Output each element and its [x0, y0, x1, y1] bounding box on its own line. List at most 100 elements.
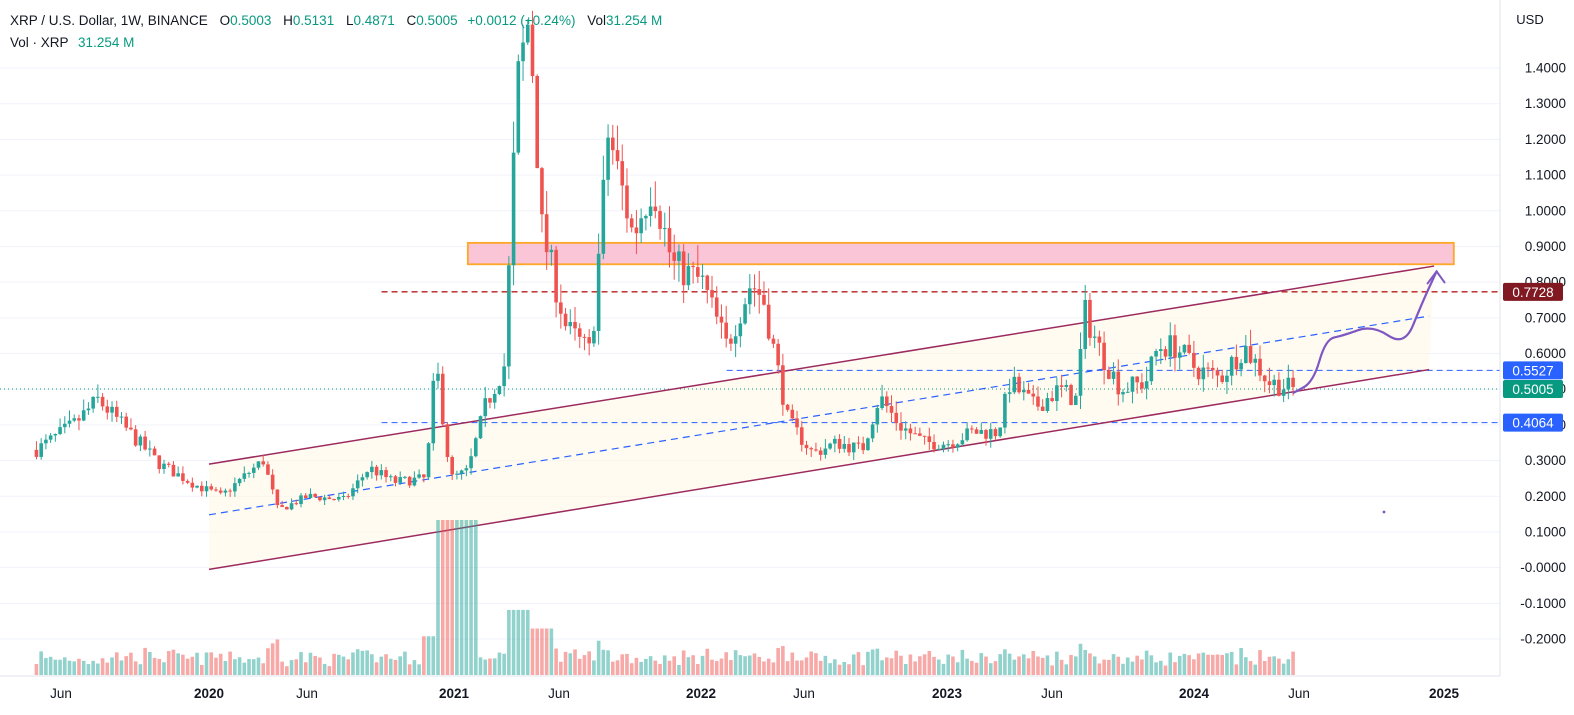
candle-body: [766, 304, 771, 339]
volume-bar: [313, 655, 317, 675]
volume-bar: [1059, 659, 1064, 675]
volume-bar: [114, 652, 119, 675]
volume-bar: [818, 660, 823, 675]
volume-bar: [889, 658, 894, 675]
candle-body: [114, 406, 119, 417]
candle-body: [809, 448, 814, 450]
candle-body: [799, 427, 804, 445]
volume-bar: [1116, 656, 1121, 675]
candle-body: [204, 486, 209, 492]
candle-body: [1036, 396, 1040, 407]
candle-body: [1244, 346, 1248, 364]
price-tick-label: 1.3000: [1525, 96, 1566, 111]
candle-body: [407, 476, 412, 486]
volume-bar: [77, 658, 81, 675]
candle-body: [473, 438, 478, 457]
candle-body: [507, 265, 511, 367]
volume-bar: [422, 636, 426, 675]
volume-bar: [781, 646, 785, 675]
candle-body: [322, 497, 327, 501]
candle-body: [62, 423, 67, 428]
candle-body: [842, 444, 847, 449]
volume-bar: [582, 655, 587, 675]
volume-bar: [1196, 653, 1201, 675]
candle-body: [1003, 393, 1007, 428]
candle-body: [275, 489, 280, 506]
volume-bar: [1177, 655, 1182, 675]
volume-bar: [1083, 649, 1088, 675]
volume-bar: [166, 651, 171, 675]
volume-bar: [979, 653, 984, 675]
candle-body: [899, 423, 903, 431]
volume-bar: [804, 657, 809, 675]
candle-body: [554, 249, 558, 303]
candle-body: [993, 429, 998, 437]
candle-body: [228, 490, 232, 492]
candle-body: [199, 485, 204, 492]
candle-body: [436, 373, 440, 381]
candle-body: [1055, 385, 1059, 401]
candle-body: [355, 480, 360, 489]
volume-bar: [918, 656, 922, 675]
candle-body: [53, 433, 58, 436]
time-tick-label: Jun: [548, 686, 570, 701]
volume-bar: [856, 652, 861, 675]
volume-bar: [587, 651, 591, 675]
volume-bar: [667, 660, 672, 675]
time-tick-label: 2022: [686, 686, 716, 701]
candle-body: [974, 429, 979, 434]
volume-bar: [1007, 653, 1012, 675]
volume-bar: [710, 659, 714, 675]
volume-bar: [530, 628, 535, 675]
volume-bar: [842, 662, 847, 675]
volume-bar: [662, 655, 667, 675]
supply-zone: [466, 241, 1455, 266]
candle-body: [634, 227, 639, 234]
volume-bar: [81, 660, 86, 675]
candle-body: [922, 435, 927, 437]
candle-body: [970, 428, 974, 430]
volume-bar: [880, 660, 884, 675]
candle-body: [48, 435, 53, 440]
legend-symbol[interactable]: XRP / U.S. Dollar, 1W, BINANCE: [10, 13, 208, 28]
volume-bar: [932, 656, 936, 675]
candle-body: [686, 266, 691, 286]
price-axis-unit: USD: [1516, 12, 1543, 27]
candle-body: [39, 443, 43, 457]
candle-body: [629, 218, 634, 228]
candle-body: [1107, 370, 1111, 379]
volume-bar: [1012, 659, 1017, 675]
candle-body: [422, 474, 426, 478]
legend-volume-series[interactable]: Vol · XRP: [10, 35, 69, 50]
candle-body: [223, 490, 228, 493]
time-tick-label: 2020: [194, 686, 224, 701]
candle-body: [804, 444, 809, 449]
volume-bar: [785, 661, 790, 675]
candle-body: [1258, 358, 1262, 376]
candle-body: [563, 313, 568, 327]
volume-bar: [233, 659, 237, 675]
candle-body: [771, 338, 776, 344]
candle-body: [388, 476, 393, 478]
volume-bar: [218, 653, 223, 675]
volume-bar: [129, 652, 133, 675]
volume-bar: [299, 652, 303, 675]
volume-bar: [606, 650, 610, 675]
volume-bar: [1234, 664, 1239, 675]
volume-bar: [913, 661, 917, 675]
legend-open: 0.5003: [230, 13, 272, 28]
volume-bar: [1144, 650, 1149, 675]
volume-bar: [176, 653, 180, 675]
volume-bar: [1092, 656, 1097, 675]
candle-body: [1092, 336, 1097, 338]
legend-low: 0.4871: [353, 13, 395, 28]
volume-bar: [535, 628, 540, 675]
candle-body: [502, 366, 506, 387]
volume-bar: [1163, 665, 1168, 675]
volume-bar: [336, 654, 341, 675]
volume-bar: [1017, 656, 1021, 675]
candle-body: [143, 436, 147, 450]
candle-body: [516, 61, 521, 153]
candle-body: [1078, 349, 1083, 396]
